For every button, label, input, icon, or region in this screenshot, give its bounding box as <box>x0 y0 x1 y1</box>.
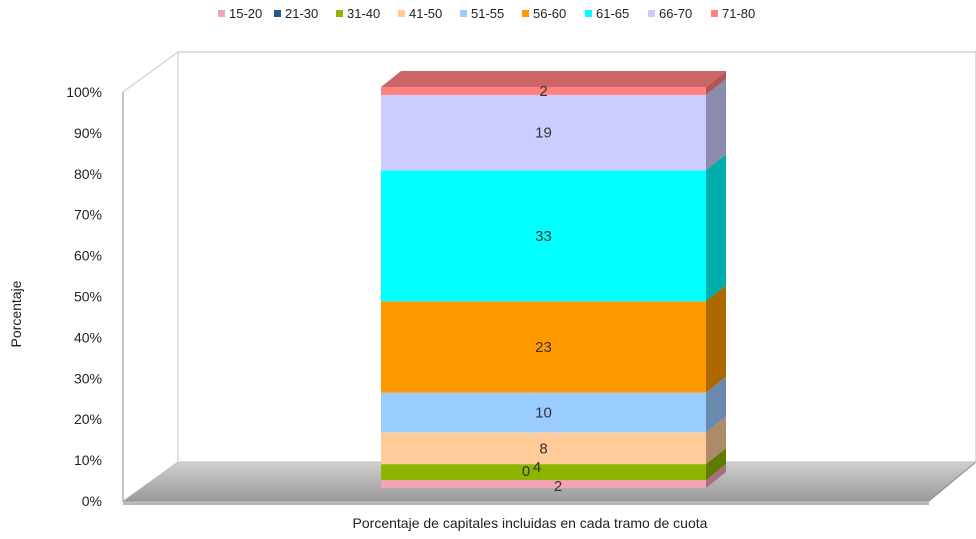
legend-label: 61-65 <box>596 6 629 21</box>
y-tick-label: 40% <box>74 329 102 345</box>
y-tick-label: 30% <box>74 370 102 386</box>
legend-label: 66-70 <box>659 6 692 21</box>
chart-floor-edge <box>123 501 929 505</box>
legend: 15-20 21-30 31-40 41-50 51-55 56-60 61-65 66-70… <box>218 6 755 21</box>
y-tick-label: 100% <box>66 84 102 100</box>
legend-item: 71-80 <box>711 6 755 21</box>
bar-segment-61-65 <box>381 154 726 302</box>
bar-segment-71-80 <box>381 71 726 95</box>
bar-side-face <box>706 71 726 95</box>
y-tick-label: 70% <box>74 207 102 223</box>
data-label: 8 <box>539 440 547 457</box>
legend-swatch <box>522 10 529 17</box>
bar-segment-15-20 <box>381 464 726 488</box>
bar-front-face <box>381 170 706 302</box>
legend-item: 51-55 <box>460 6 504 21</box>
data-label: 23 <box>535 339 552 356</box>
bar-side-face <box>706 464 726 488</box>
data-label: 0 <box>522 463 530 480</box>
y-axis-title: Porcentaje <box>8 280 24 347</box>
legend-label: 31-40 <box>347 6 380 21</box>
legend-item: 15-20 <box>218 6 262 21</box>
bar-top-face <box>381 71 726 87</box>
bar-front-face <box>381 87 706 95</box>
y-tick-label: 10% <box>74 452 102 468</box>
bar-front-face <box>381 480 706 488</box>
y-tick-label: 50% <box>74 289 102 305</box>
legend-label: 56-60 <box>533 6 566 21</box>
data-label: 33 <box>535 228 552 245</box>
legend-swatch <box>336 10 343 17</box>
legend-item: 41-50 <box>398 6 442 21</box>
legend-swatch <box>585 10 592 17</box>
data-label: 19 <box>535 125 552 142</box>
legend-item: 21-30 <box>274 6 318 21</box>
legend-item: 56-60 <box>522 6 566 21</box>
bar-side-face <box>706 78 726 171</box>
legend-item: 31-40 <box>336 6 380 21</box>
bar-side-face <box>706 154 726 302</box>
legend-swatch <box>218 10 225 17</box>
bar-side-face <box>706 448 726 481</box>
legend-swatch <box>460 10 467 17</box>
bar-side-face <box>706 416 726 465</box>
legend-swatch <box>398 10 405 17</box>
legend-item: 61-65 <box>585 6 629 21</box>
chart-side-wall <box>122 51 179 502</box>
bar-side-face <box>706 376 726 433</box>
y-tick-label: 90% <box>74 125 102 141</box>
data-label: 4 <box>533 459 541 476</box>
legend-label: 15-20 <box>229 6 262 21</box>
y-tick-label: 60% <box>74 248 102 264</box>
legend-label: 21-30 <box>285 6 318 21</box>
legend-label: 71-80 <box>722 6 755 21</box>
data-label: 2 <box>554 478 562 495</box>
legend-label: 41-50 <box>409 6 442 21</box>
bar-segment-66-70 <box>381 78 726 171</box>
bar-segment-51-55 <box>381 376 726 433</box>
data-label: 2 <box>539 83 547 100</box>
bar-front-face <box>381 464 706 481</box>
data-label: 10 <box>535 405 552 422</box>
y-tick-label: 80% <box>74 166 102 182</box>
bar-stack <box>381 71 726 488</box>
x-axis-title: Porcentaje de capitales incluidas en cad… <box>353 515 708 531</box>
bar-segment-56-60 <box>381 285 726 393</box>
legend-item: 66-70 <box>648 6 692 21</box>
bar-segment-31-40 <box>381 448 726 481</box>
y-tick-label: 0% <box>82 493 102 509</box>
bar-front-face <box>381 392 706 433</box>
y-tick-label: 20% <box>74 411 102 427</box>
bar-segment-41-50 <box>381 416 726 465</box>
legend-swatch <box>711 10 718 17</box>
bar-front-face <box>381 301 706 393</box>
bar-front-face <box>381 432 706 465</box>
bar-front-face <box>381 94 706 171</box>
y-tick-labels: 0% 10% 20% 30% 40% 50% 60% 70% 80% 90% 100% <box>66 84 102 509</box>
bar-side-face <box>706 285 726 393</box>
legend-label: 51-55 <box>471 6 504 21</box>
data-labels: 2 0 4 8 10 23 33 19 2 <box>522 83 562 495</box>
legend-swatch <box>274 10 281 17</box>
legend-swatch <box>648 10 655 17</box>
